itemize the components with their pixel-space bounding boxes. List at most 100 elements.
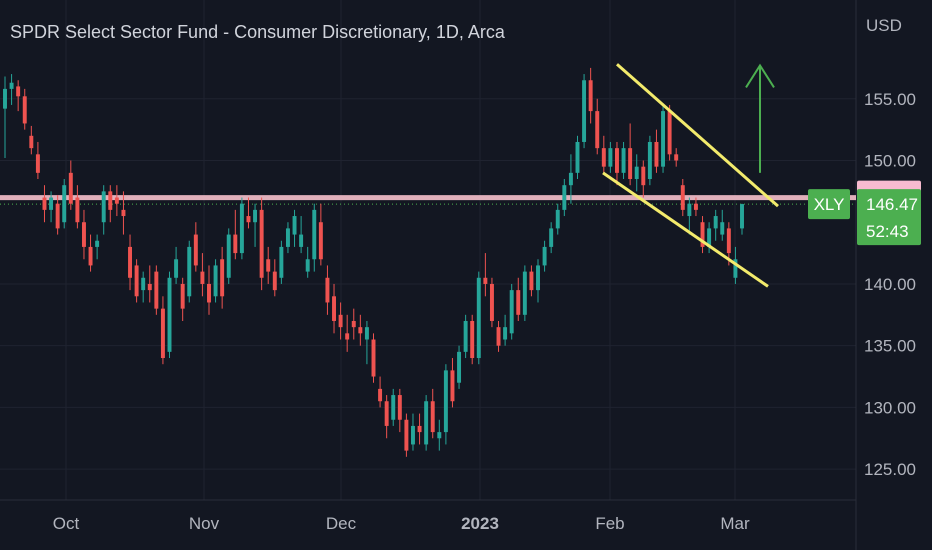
candle-up xyxy=(549,228,554,247)
candle-up xyxy=(312,209,317,260)
channel-upper-line xyxy=(616,63,779,208)
candle-up xyxy=(101,191,106,223)
candle-up xyxy=(239,203,244,254)
candle-down xyxy=(147,283,152,291)
candle-up xyxy=(213,265,218,297)
candle-down xyxy=(470,320,475,359)
candle-down xyxy=(68,172,73,204)
candle-down xyxy=(614,148,619,173)
candle-down xyxy=(430,401,435,433)
candle-down xyxy=(259,209,264,278)
reference-lines xyxy=(0,195,856,205)
y-tick-label: 140.00 xyxy=(864,275,916,294)
candle-down xyxy=(384,401,389,426)
candle-down xyxy=(397,395,402,420)
drawings xyxy=(602,63,779,288)
candle-down xyxy=(318,222,323,260)
candle-up xyxy=(141,277,146,291)
price-axis[interactable]: 155.00 150.00 140.00 135.00 130.00 125.00 xyxy=(864,90,916,479)
candle-down xyxy=(81,222,86,247)
y-tick-label: 125.00 xyxy=(864,460,916,479)
candle-up xyxy=(174,259,179,278)
candle-up xyxy=(299,234,304,247)
ticker-text: XLY xyxy=(814,195,845,214)
candle-down xyxy=(108,191,113,210)
candle-up xyxy=(279,246,284,278)
x-tick-label: Feb xyxy=(595,514,624,533)
candle-down xyxy=(345,333,350,340)
chart-title: SPDR Select Sector Fund - Consumer Discr… xyxy=(10,22,505,42)
candle-up xyxy=(536,265,540,291)
candle-up xyxy=(647,141,652,180)
candle-down xyxy=(114,197,119,204)
candle-down xyxy=(128,246,133,278)
candle-up xyxy=(364,327,369,340)
currency-label: USD xyxy=(866,16,902,35)
candle-down xyxy=(351,320,356,328)
candle-down xyxy=(628,148,633,180)
candle-down xyxy=(588,80,593,112)
candle-up xyxy=(562,185,567,210)
candle-up xyxy=(634,166,639,180)
candle-up xyxy=(187,246,192,297)
candle-down xyxy=(450,370,455,402)
candle-down xyxy=(601,148,606,167)
candle-down xyxy=(378,388,383,402)
candle-up xyxy=(661,111,666,167)
candle-down xyxy=(358,327,363,334)
candle-up xyxy=(720,222,725,235)
y-tick-label: 135.00 xyxy=(864,337,916,356)
x-tick-label: Nov xyxy=(189,514,220,533)
candle-down xyxy=(404,419,409,451)
y-tick-label: 150.00 xyxy=(864,151,916,170)
candle-up xyxy=(740,204,744,229)
candle-down xyxy=(516,290,521,315)
candle-up xyxy=(226,234,231,278)
channel-lower-line xyxy=(602,171,769,288)
candle-down xyxy=(35,154,40,173)
candle-down xyxy=(483,277,488,284)
candle-up xyxy=(3,88,7,109)
candle-up xyxy=(687,203,692,217)
candle-down xyxy=(726,228,731,254)
candle-down xyxy=(154,271,159,309)
time-axis[interactable]: Oct Nov Dec 2023 Feb Mar xyxy=(53,514,750,533)
candle-down xyxy=(595,111,600,149)
candle-down xyxy=(134,265,139,297)
arrow-head xyxy=(745,63,775,88)
last-price-badge xyxy=(857,189,921,246)
candle-down xyxy=(680,185,685,210)
candle-down xyxy=(16,86,21,97)
candle-down xyxy=(693,203,698,210)
candle-down xyxy=(220,259,225,297)
candle-up xyxy=(9,82,14,89)
candle-down xyxy=(42,197,47,210)
x-tick-label: Dec xyxy=(326,514,357,533)
candle-up xyxy=(62,185,67,223)
candle-down xyxy=(700,222,705,247)
candle-up xyxy=(292,216,297,235)
candle-up xyxy=(509,290,514,334)
candle-up xyxy=(305,259,310,272)
candle-up xyxy=(555,209,560,229)
candle-down xyxy=(233,234,238,254)
candle-down xyxy=(272,271,277,291)
x-tick-label: 2023 xyxy=(461,514,499,533)
candle-up xyxy=(253,209,258,223)
candle-down xyxy=(266,259,271,272)
y-tick-label: 155.00 xyxy=(864,90,916,109)
candle-up xyxy=(95,240,100,247)
candle-down xyxy=(417,425,422,433)
candle-up xyxy=(503,327,508,340)
candle-down xyxy=(88,246,93,266)
candle-down xyxy=(496,327,501,346)
candle-up xyxy=(608,148,613,167)
candle-up xyxy=(463,320,468,352)
x-tick-label: Oct xyxy=(53,514,80,533)
candle-up xyxy=(713,216,718,229)
candle-up xyxy=(575,141,580,173)
candle-down xyxy=(193,234,198,266)
candle-down xyxy=(180,283,185,309)
